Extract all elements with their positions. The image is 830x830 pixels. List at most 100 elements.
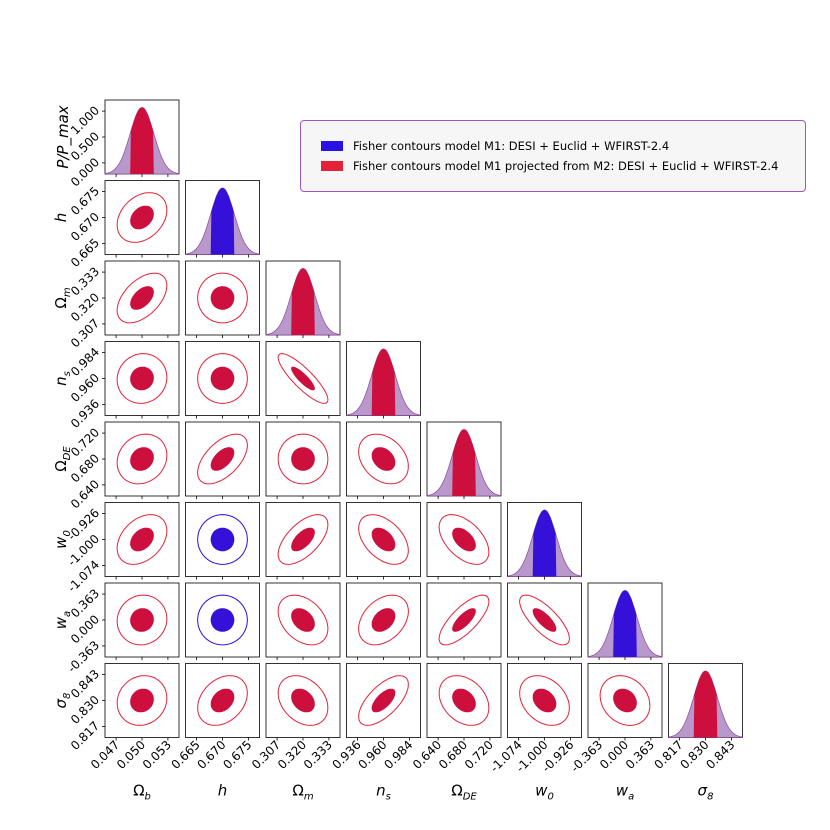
contour-1sigma (371, 608, 396, 632)
legend-swatch-m1 (321, 141, 343, 151)
x-axis-label-sigma8: σ8 (698, 782, 714, 803)
panel-Omega_m-wa (265, 582, 341, 660)
y-axis-label-w0: w0 (52, 530, 73, 549)
marginal-core-Omega_DE (452, 429, 476, 496)
x-tick-label-Omega_DE: 0.640 (410, 738, 444, 772)
panel-h-wa (185, 582, 260, 660)
x-tick-label-wa: 0.363 (623, 738, 657, 772)
contour-1sigma (130, 688, 154, 713)
x-tick-label-n_s: 0.960 (355, 738, 389, 772)
x-axis-label-n_s: ns (376, 782, 391, 803)
x-tick-label-Omega_m: 0.333 (301, 738, 335, 772)
legend-swatch-m2 (321, 161, 343, 171)
marginal-core-Omega_b (130, 107, 154, 174)
y-tick-label-Omega_m: 0.320 (68, 290, 102, 324)
panel-frame (507, 582, 582, 658)
contour-2sigma (116, 353, 168, 404)
marginal-core-sigma8 (693, 670, 718, 738)
marginal-core-Omega_m (291, 268, 315, 335)
x-tick-label-Omega_DE: 0.680 (436, 738, 470, 772)
y-tick-label-Omega_DE: 0.720 (68, 425, 102, 459)
contour-1sigma (613, 688, 637, 713)
y-tick-label-h: 0.665 (68, 236, 102, 270)
contour-2sigma (197, 433, 248, 485)
contour-1sigma (210, 447, 235, 471)
legend-entry-m1: Fisher contours model M1: DESI + Euclid … (321, 139, 669, 153)
contour-1sigma (452, 608, 476, 632)
y-axis-label-n_s: ns (52, 371, 73, 386)
x-axis-label-wa: wa (616, 782, 634, 803)
contour-1sigma (291, 447, 315, 471)
panel-sigma8-sigma8 (668, 663, 743, 741)
marginal-core-w0 (532, 509, 557, 577)
x-tick-label-Omega_m: 0.307 (249, 738, 283, 772)
x-axis-label-Omega_m: Ωm (292, 782, 313, 803)
panel-h-Omega_DE (185, 421, 260, 499)
contour-2sigma (438, 675, 490, 726)
x-tick-label-wa: -0.363 (568, 738, 605, 775)
panel-n_s-sigma8 (346, 663, 421, 741)
y-tick-label-Omega_b: 1.000 (68, 103, 102, 137)
x-tick-label-Omega_b: 0.053 (140, 738, 174, 772)
panel-h-n_s (185, 341, 260, 419)
panel-n_s-n_s (346, 341, 421, 419)
contour-2sigma (519, 594, 570, 646)
panel-Omega_b-Omega_DE (102, 421, 180, 499)
contour-2sigma (197, 594, 248, 646)
marginal-core-h (210, 187, 235, 255)
contour-2sigma (197, 675, 248, 726)
contour-2sigma (438, 594, 490, 646)
contour-1sigma (130, 527, 154, 552)
contour-1sigma (210, 366, 235, 391)
panel-h-w0 (185, 502, 260, 580)
panel-wa-sigma8 (587, 663, 663, 741)
panel-n_s-Omega_DE (346, 421, 421, 499)
contour-2sigma (197, 272, 248, 324)
legend-entry-m2: Fisher contours model M1 projected from … (321, 159, 778, 173)
y-tick-label-sigma8: 0.830 (68, 693, 102, 727)
panel-w0-wa (507, 582, 582, 660)
y-tick-label-Omega_m: 0.333 (68, 264, 102, 298)
panel-h-h (185, 180, 260, 258)
contour-2sigma (277, 675, 329, 726)
contour-1sigma (210, 286, 235, 310)
contour-2sigma (438, 514, 490, 565)
contour-1sigma (210, 527, 235, 552)
contour-2sigma (519, 675, 570, 726)
y-axis-label-h: h (52, 213, 70, 223)
y-tick-label-wa: 0.000 (68, 612, 102, 646)
y-tick-label-Omega_DE: 0.680 (68, 451, 102, 485)
panel-h-sigma8 (185, 663, 260, 741)
panel-w0-sigma8 (507, 663, 582, 741)
contour-2sigma (277, 353, 329, 404)
panel-wa-wa (587, 582, 663, 660)
legend-label-m2: Fisher contours model M1 projected from … (353, 159, 779, 173)
x-tick-label-h: 0.675 (220, 738, 254, 772)
contour-2sigma (277, 514, 329, 565)
panel-n_s-wa (346, 582, 421, 660)
x-axis-label-h: h (218, 782, 228, 800)
contour-1sigma (291, 688, 315, 713)
y-axis-label-wa: wa (52, 611, 73, 629)
x-tick-label-sigma8: 0.830 (677, 738, 711, 772)
x-tick-label-Omega_b: 0.047 (88, 738, 122, 772)
contour-2sigma (277, 594, 329, 646)
x-tick-label-wa: 0.000 (597, 738, 631, 772)
contour-2sigma (116, 272, 168, 324)
contour-1sigma (371, 527, 396, 552)
contour-2sigma (358, 514, 409, 565)
legend-label-m1: Fisher contours model M1: DESI + Euclid … (353, 139, 670, 153)
panel-Omega_b-w0 (102, 502, 180, 580)
panel-Omega_DE-wa (426, 582, 502, 660)
panel-Omega_DE-w0 (426, 502, 502, 580)
y-axis-label-Omega_DE: ΩDE (52, 446, 73, 472)
y-tick-label-n_s: 0.960 (68, 371, 102, 405)
x-tick-label-n_s: 0.936 (330, 738, 364, 772)
contour-2sigma (116, 192, 168, 243)
contour-1sigma (452, 527, 476, 552)
y-axis-label-Omega_m: Ωm (52, 287, 73, 308)
contour-1sigma (532, 608, 557, 632)
contour-2sigma (116, 594, 168, 646)
y-axis-label-sigma8: σ8 (52, 693, 73, 709)
panel-Omega_m-w0 (265, 502, 341, 580)
